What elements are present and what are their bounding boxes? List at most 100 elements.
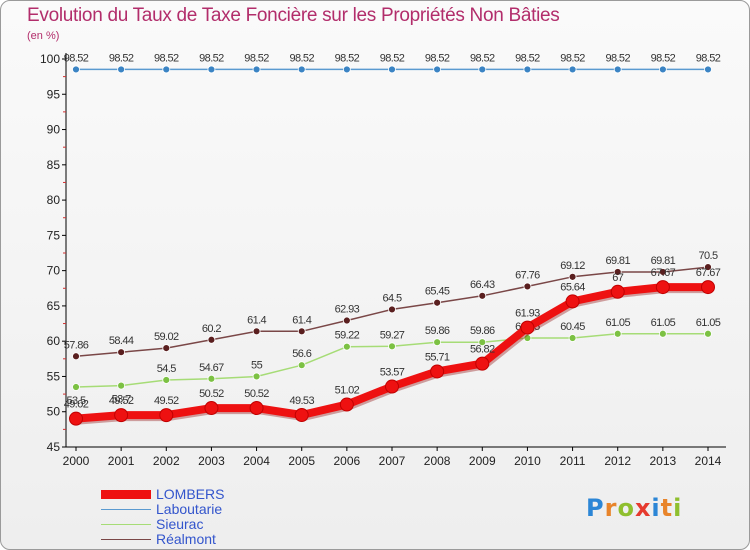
logo-letter: i bbox=[673, 494, 683, 522]
legend-swatch-lombers bbox=[101, 490, 151, 499]
data-label: 67.67 bbox=[696, 267, 721, 279]
legend-label-realmont: Réalmont bbox=[156, 531, 216, 547]
data-point bbox=[704, 263, 712, 272]
y-tick-label: 70 bbox=[47, 264, 61, 278]
data-label: 98.52 bbox=[380, 52, 405, 64]
data-point bbox=[701, 280, 715, 295]
data-label: 69.81 bbox=[605, 255, 630, 267]
data-label: 98.52 bbox=[199, 52, 224, 64]
data-label: 98.52 bbox=[289, 52, 314, 64]
data-point bbox=[610, 284, 625, 299]
data-label: 50.52 bbox=[199, 388, 224, 400]
data-label: 98.52 bbox=[154, 52, 179, 64]
data-label: 58.44 bbox=[109, 335, 134, 347]
data-point bbox=[114, 408, 129, 423]
proxiti-logo: Proxiti bbox=[586, 494, 682, 522]
y-tick-label: 60 bbox=[47, 334, 61, 348]
data-label: 67.76 bbox=[515, 269, 540, 281]
data-label: 54.5 bbox=[157, 363, 176, 375]
data-label: 59.27 bbox=[380, 329, 405, 341]
data-label: 53.7 bbox=[112, 394, 131, 406]
data-label: 98.52 bbox=[425, 52, 450, 64]
data-label: 67 bbox=[612, 272, 624, 284]
data-point bbox=[565, 294, 580, 309]
data-point bbox=[204, 401, 219, 416]
chart-subtitle: (en %) bbox=[27, 30, 60, 42]
data-point bbox=[568, 65, 577, 74]
data-point bbox=[568, 334, 577, 342]
logo-letter: t bbox=[660, 494, 674, 522]
data-point bbox=[342, 316, 351, 325]
x-tick-label: 2012 bbox=[604, 454, 631, 468]
data-point bbox=[162, 344, 171, 352]
data-point bbox=[342, 342, 351, 351]
data-point bbox=[252, 65, 261, 74]
data-point bbox=[658, 329, 667, 338]
data-point bbox=[433, 298, 442, 307]
data-point bbox=[430, 364, 445, 379]
x-tick-label: 2009 bbox=[469, 454, 496, 468]
data-point bbox=[433, 338, 442, 347]
data-label: 62.93 bbox=[335, 304, 360, 316]
data-label: 56.82 bbox=[470, 344, 495, 356]
data-label: 49.52 bbox=[154, 395, 179, 407]
data-label: 98.52 bbox=[64, 52, 89, 64]
data-label: 59.22 bbox=[335, 330, 360, 342]
x-tick-label: 2006 bbox=[334, 454, 361, 468]
logo-letter: i bbox=[651, 494, 661, 522]
data-point bbox=[433, 65, 442, 74]
data-label: 60.45 bbox=[560, 321, 585, 333]
data-point bbox=[72, 65, 80, 74]
logo-letter: r bbox=[604, 494, 618, 522]
data-label: 67.67 bbox=[651, 267, 676, 279]
data-point bbox=[294, 408, 309, 423]
data-label: 53.5 bbox=[66, 395, 85, 407]
data-label: 61.93 bbox=[515, 308, 540, 320]
x-tick-label: 2005 bbox=[288, 454, 315, 468]
legend-swatch-sieurac bbox=[101, 524, 151, 525]
data-point bbox=[117, 381, 126, 390]
data-point bbox=[658, 65, 667, 74]
legend-label-laboutarie: Laboutarie bbox=[156, 501, 223, 517]
data-label: 55.71 bbox=[425, 351, 450, 363]
data-point bbox=[339, 397, 354, 412]
x-tick-label: 2011 bbox=[560, 454, 586, 468]
data-point bbox=[297, 361, 306, 370]
logo-letter: P bbox=[586, 494, 605, 522]
data-point bbox=[568, 272, 577, 281]
data-point bbox=[162, 376, 171, 384]
data-point bbox=[117, 348, 126, 357]
data-point bbox=[613, 268, 622, 276]
data-point bbox=[478, 291, 487, 300]
x-tick-label: 2003 bbox=[198, 454, 225, 468]
x-tick-label: 2000 bbox=[63, 454, 90, 468]
logo-letter: o bbox=[617, 494, 635, 522]
data-point bbox=[704, 329, 712, 338]
logo-letter: x bbox=[634, 494, 652, 522]
data-point bbox=[658, 268, 667, 276]
y-tick-label: 95 bbox=[47, 87, 61, 101]
data-label: 53.57 bbox=[380, 367, 405, 379]
data-label: 69.81 bbox=[651, 255, 676, 267]
data-label: 61.4 bbox=[247, 314, 266, 326]
data-point bbox=[385, 379, 399, 394]
data-label: 50.52 bbox=[244, 388, 269, 400]
data-label: 51.02 bbox=[335, 385, 360, 397]
data-label: 98.52 bbox=[470, 52, 495, 64]
data-label: 57.86 bbox=[64, 339, 89, 351]
data-point bbox=[523, 282, 532, 291]
data-point bbox=[252, 327, 261, 336]
y-tick-label: 85 bbox=[47, 158, 61, 172]
data-point bbox=[162, 65, 171, 74]
x-tick-label: 2010 bbox=[514, 454, 541, 468]
data-label: 98.52 bbox=[605, 52, 630, 64]
y-tick-label: 75 bbox=[47, 228, 61, 242]
data-point bbox=[704, 65, 712, 74]
y-tick-label: 80 bbox=[47, 193, 61, 207]
data-label: 60.2 bbox=[202, 323, 221, 335]
data-label: 61.4 bbox=[292, 314, 311, 326]
y-tick-label: 55 bbox=[47, 369, 61, 383]
legend-swatch-laboutarie bbox=[101, 509, 151, 510]
data-point bbox=[478, 65, 487, 74]
